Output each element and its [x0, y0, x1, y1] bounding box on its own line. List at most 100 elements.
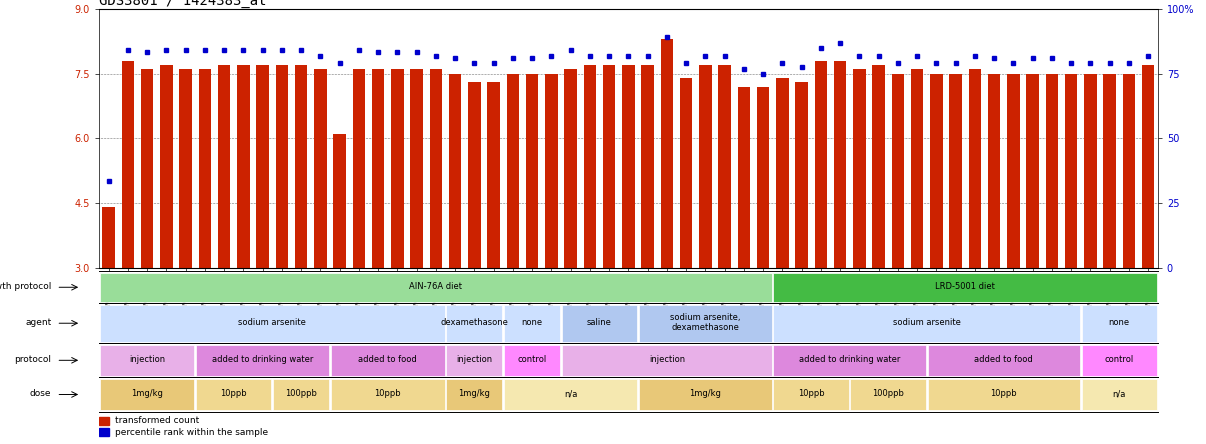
Bar [195, 379, 271, 410]
Text: sodium arsenite: sodium arsenite [239, 318, 306, 327]
Bar [275, 65, 288, 268]
Text: agent: agent [25, 318, 52, 327]
Text: 100ppb: 100ppb [872, 389, 904, 398]
Text: none: none [1108, 318, 1130, 327]
Text: added to food: added to food [974, 355, 1034, 364]
Bar [100, 305, 445, 341]
Bar [773, 379, 849, 410]
Bar [773, 273, 1157, 302]
Bar [352, 69, 365, 268]
Bar [160, 65, 172, 268]
Text: 10ppb: 10ppb [990, 389, 1017, 398]
Bar [99, 428, 110, 436]
Bar [814, 61, 827, 268]
Bar [487, 82, 499, 268]
Bar [122, 61, 134, 268]
Text: added to drinking water: added to drinking water [800, 355, 901, 364]
Bar [930, 74, 943, 268]
Bar [853, 69, 866, 268]
Text: percentile rank within the sample: percentile rank within the sample [116, 428, 269, 437]
Bar [988, 74, 1000, 268]
Bar [333, 134, 346, 268]
Text: added to food: added to food [358, 355, 417, 364]
Bar [526, 74, 538, 268]
Bar [773, 345, 926, 376]
Bar [1103, 74, 1116, 268]
Bar [330, 345, 445, 376]
Bar [1046, 74, 1058, 268]
Bar [141, 69, 153, 268]
Text: added to drinking water: added to drinking water [212, 355, 314, 364]
Text: GDS3801 / 1424383_at: GDS3801 / 1424383_at [99, 0, 267, 8]
Text: 10ppb: 10ppb [374, 389, 400, 398]
Text: LRD-5001 diet: LRD-5001 diet [936, 282, 995, 291]
Bar [911, 69, 924, 268]
Text: 10ppb: 10ppb [221, 389, 247, 398]
Bar [446, 345, 503, 376]
Bar [833, 61, 847, 268]
Bar [1123, 74, 1135, 268]
Bar [507, 74, 519, 268]
Bar [330, 379, 445, 410]
Bar [872, 65, 885, 268]
Bar [100, 345, 194, 376]
Bar [180, 69, 192, 268]
Bar [103, 207, 115, 268]
Bar [504, 379, 637, 410]
Bar [639, 379, 772, 410]
Bar [927, 345, 1081, 376]
Text: sodium arsenite,
dexamethasone: sodium arsenite, dexamethasone [671, 313, 740, 332]
Bar [504, 305, 560, 341]
Bar [562, 345, 772, 376]
Bar [1084, 74, 1096, 268]
Bar [564, 69, 576, 268]
Bar [1065, 74, 1077, 268]
Text: transformed count: transformed count [116, 416, 200, 425]
Bar [273, 379, 329, 410]
Bar [699, 65, 712, 268]
Bar [218, 65, 230, 268]
Bar [850, 379, 926, 410]
Bar [504, 345, 560, 376]
Text: n/a: n/a [1113, 389, 1126, 398]
Text: n/a: n/a [564, 389, 578, 398]
Bar [294, 65, 308, 268]
Text: control: control [1105, 355, 1134, 364]
Bar [639, 305, 772, 341]
Text: 1mg/kg: 1mg/kg [458, 389, 491, 398]
Text: dose: dose [30, 389, 52, 398]
Bar [1082, 379, 1157, 410]
Bar [562, 305, 637, 341]
Text: 1mg/kg: 1mg/kg [690, 389, 721, 398]
Bar [1007, 74, 1019, 268]
Text: sodium arsenite: sodium arsenite [892, 318, 961, 327]
Text: growth protocol: growth protocol [0, 282, 52, 291]
Bar [1142, 65, 1154, 268]
Bar [371, 69, 385, 268]
Bar [238, 65, 250, 268]
Bar [446, 305, 503, 341]
Text: AIN-76A diet: AIN-76A diet [409, 282, 462, 291]
Bar [757, 87, 769, 268]
Bar [1082, 305, 1157, 341]
Bar [949, 74, 962, 268]
Bar [584, 65, 596, 268]
Bar [545, 74, 557, 268]
Bar [100, 273, 772, 302]
Bar [446, 379, 503, 410]
Bar [1082, 345, 1157, 376]
Bar [795, 82, 808, 268]
Bar [100, 379, 194, 410]
Bar [199, 69, 211, 268]
Bar [927, 379, 1081, 410]
Text: injection: injection [649, 355, 685, 364]
Bar [622, 65, 634, 268]
Text: 1mg/kg: 1mg/kg [131, 389, 163, 398]
Bar [257, 65, 269, 268]
Bar [449, 74, 462, 268]
Bar [195, 345, 329, 376]
Text: none: none [521, 318, 543, 327]
Text: injection: injection [129, 355, 165, 364]
Bar [429, 69, 443, 268]
Bar [391, 69, 404, 268]
